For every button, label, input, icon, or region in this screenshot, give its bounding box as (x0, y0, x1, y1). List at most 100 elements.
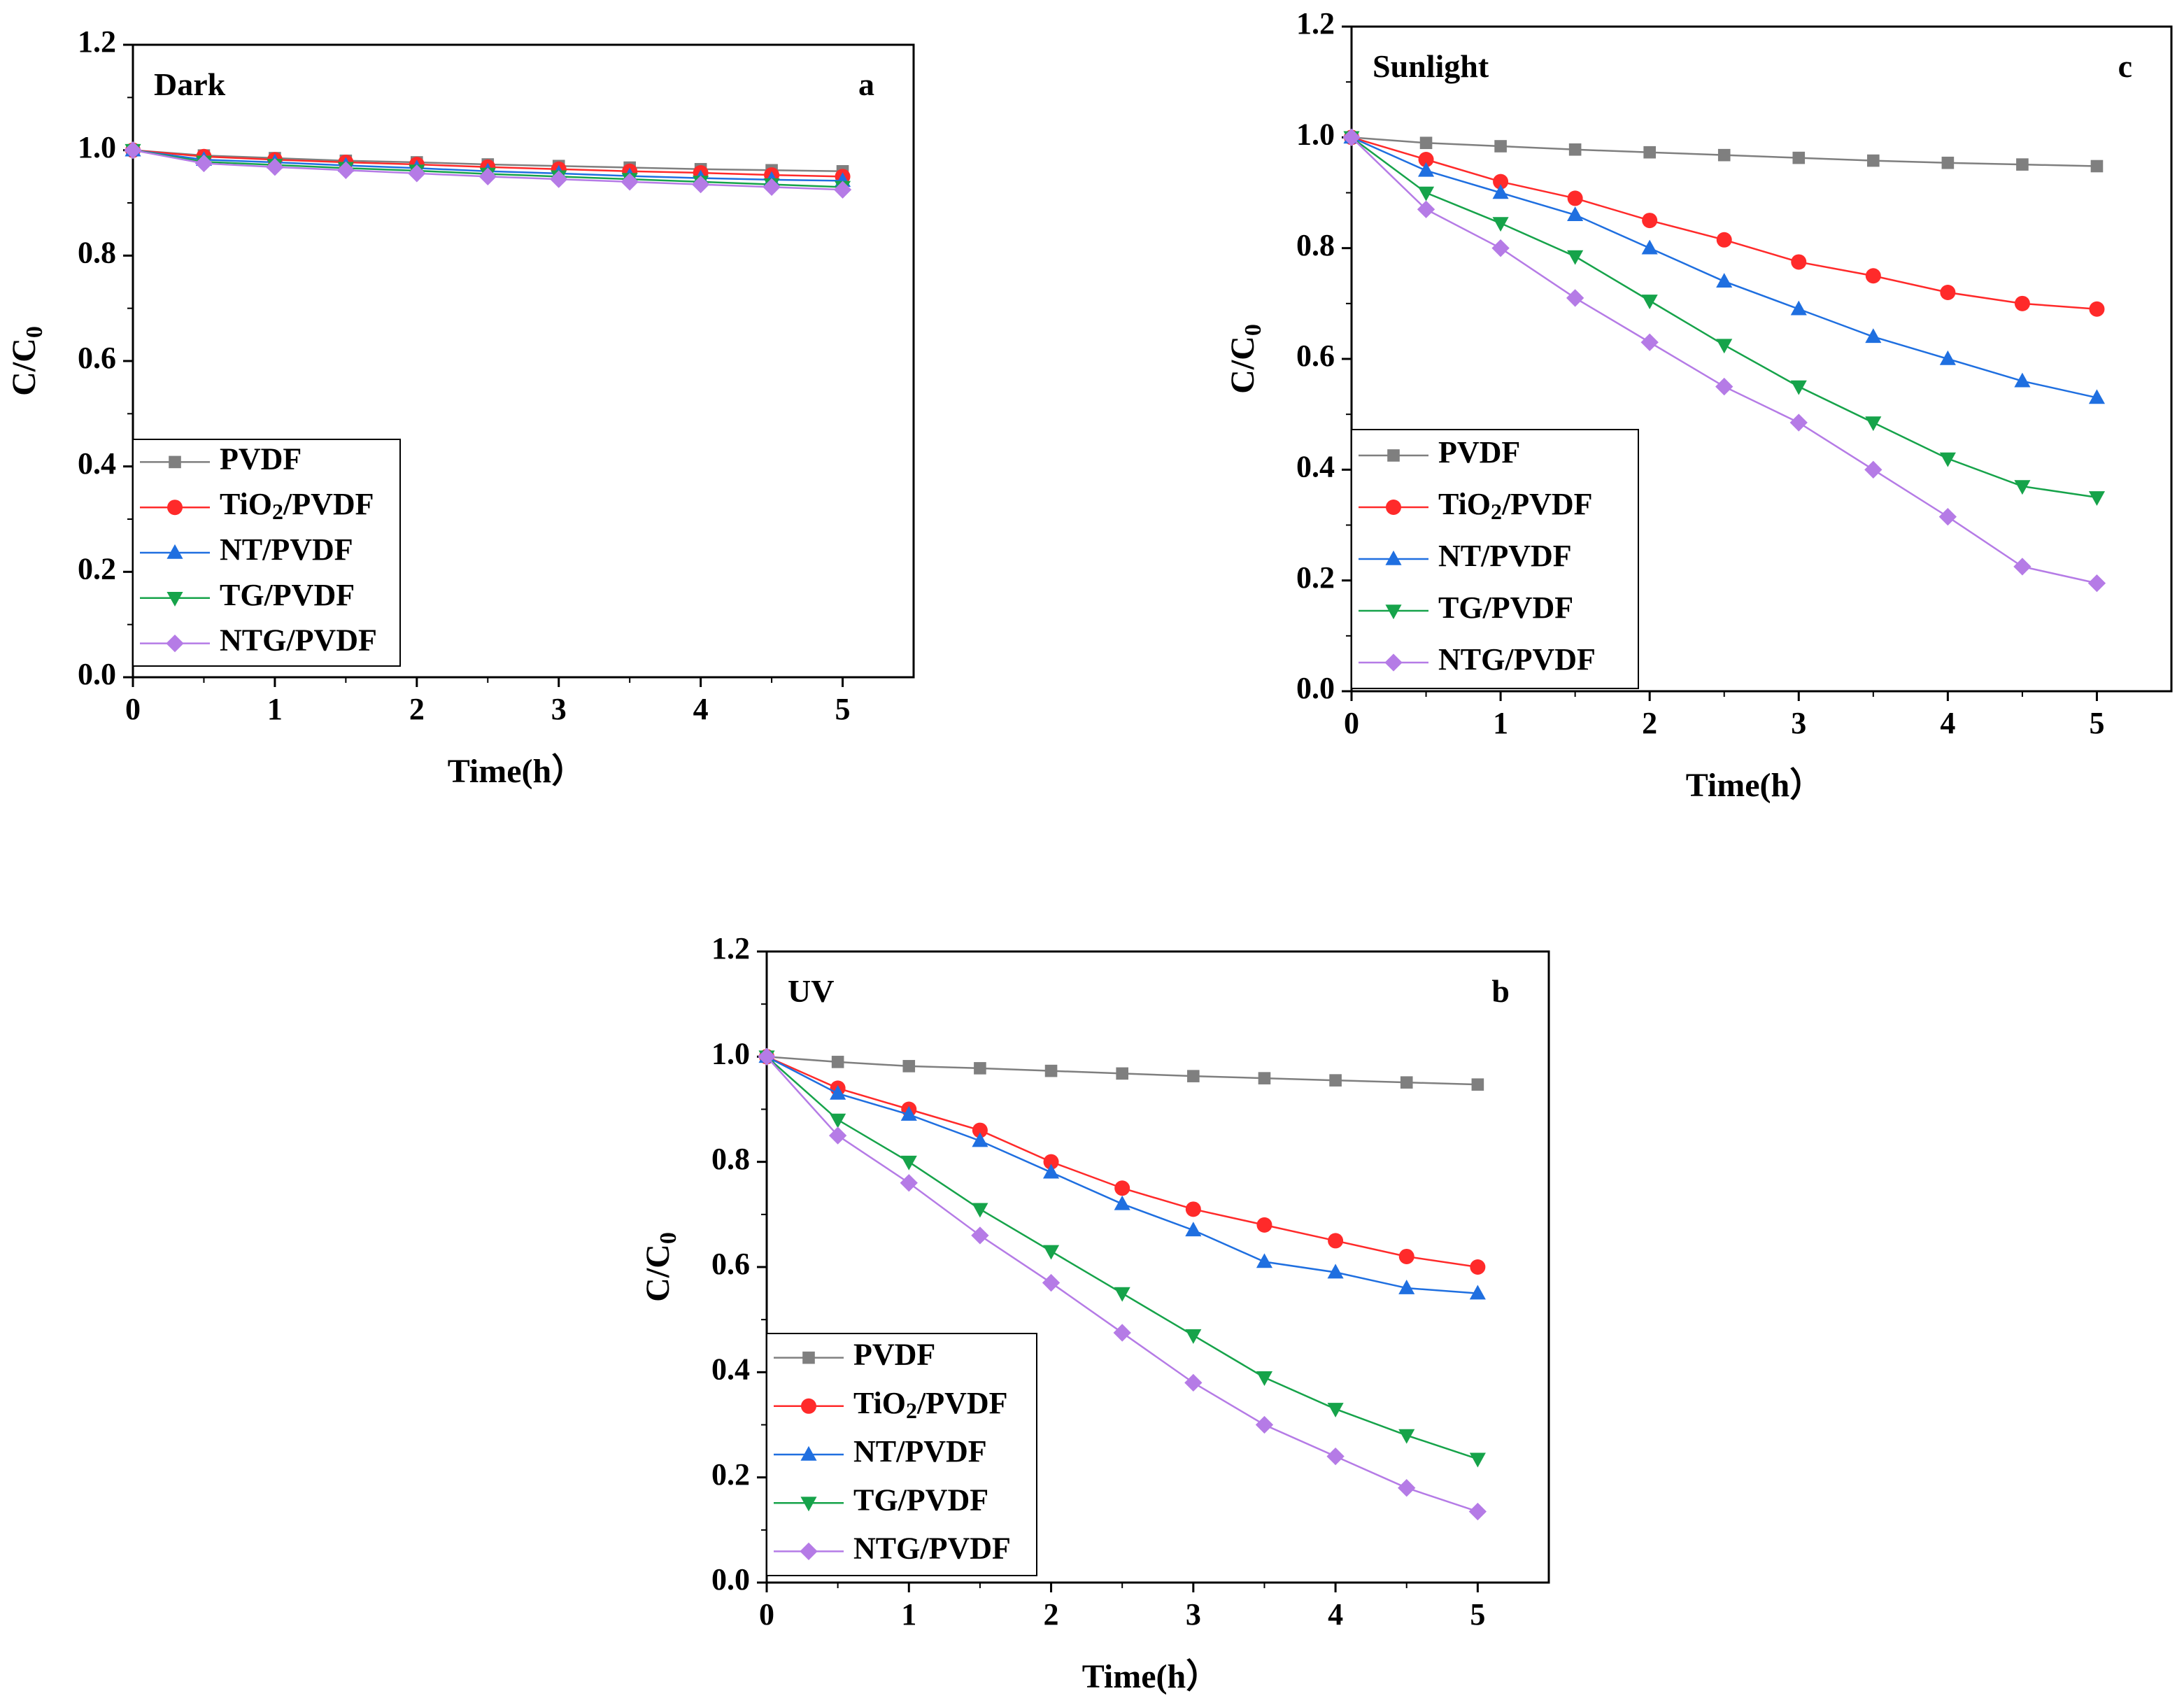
data-point (1641, 239, 1658, 255)
y-axis-title: C/C0 (639, 1232, 681, 1302)
legend-item-tio2-pvdf: TiO2/PVDF (140, 487, 374, 525)
data-point (478, 167, 497, 185)
data-point (1468, 1502, 1487, 1521)
data-point (1342, 128, 1361, 146)
y-tick-label: 0.6 (711, 1247, 750, 1281)
y-tick-label: 0.4 (1296, 449, 1335, 483)
y-tick-label: 0.8 (78, 235, 116, 269)
legend-label: PVDF (853, 1338, 935, 1372)
data-point (1185, 1222, 1202, 1237)
y-tick-label: 0.8 (1296, 228, 1335, 262)
data-point (1941, 156, 1955, 169)
data-point (1865, 328, 1882, 344)
series-ntg-pvdf (758, 1047, 1487, 1521)
legend-item-tg-pvdf: TG/PVDF (140, 578, 355, 612)
x-tick-label: 3 (551, 692, 567, 726)
legend-item-pvdf: PVDF (774, 1338, 935, 1372)
legend-item-ntg-pvdf: NTG/PVDF (1359, 642, 1596, 677)
data-point (1640, 333, 1659, 351)
data-point (830, 1084, 846, 1100)
data-point (1790, 300, 1807, 316)
data-point (194, 154, 213, 173)
data-point (2014, 295, 2030, 311)
legend-marker (169, 455, 181, 469)
y-tick-label: 0.6 (1296, 339, 1335, 373)
series-ntg-pvdf (1342, 128, 2106, 593)
series-nt-pvdf (758, 1048, 1486, 1300)
data-point (763, 178, 781, 197)
data-point (1865, 416, 1882, 432)
legend-marker (801, 1398, 816, 1414)
data-point (1865, 268, 1881, 284)
y-tick-label: 0.8 (711, 1142, 750, 1176)
data-point (1791, 254, 1807, 270)
y-tick-label: 1.2 (1296, 6, 1335, 41)
legend-marker (800, 1445, 817, 1461)
y-axis-title: C/C0 (6, 326, 48, 396)
data-point (621, 173, 639, 191)
panel-title: Sunlight (1373, 48, 1489, 84)
data-point (1567, 250, 1584, 265)
x-axis-title: Time(h） (1686, 767, 1823, 804)
data-point (1939, 350, 1956, 365)
y-axis-title: C/C0 (1224, 324, 1266, 394)
legend-label: PVDF (1438, 435, 1520, 469)
data-point (2087, 574, 2106, 593)
data-point (1469, 1285, 1486, 1300)
legend-marker (802, 1351, 815, 1364)
data-point (1792, 151, 1806, 164)
data-point (830, 1113, 846, 1129)
legend-label: NTG/PVDF (853, 1531, 1011, 1565)
data-point (1471, 1078, 1484, 1091)
data-point (2014, 372, 2031, 388)
data-point (831, 1056, 844, 1068)
y-tick-label: 0.2 (711, 1457, 750, 1492)
x-tick-label: 5 (1470, 1597, 1485, 1632)
data-point (2016, 158, 2029, 171)
data-point (1566, 289, 1584, 307)
data-point (408, 164, 426, 183)
data-point (2013, 558, 2031, 576)
legend-label: TG/PVDF (853, 1483, 988, 1517)
legend-marker (166, 592, 183, 607)
series-ntg-pvdf (124, 141, 852, 199)
data-point (1867, 154, 1880, 167)
panel-title: Dark (154, 66, 226, 102)
data-point (1717, 148, 1731, 162)
data-point (1042, 1245, 1060, 1260)
legend-item-pvdf: PVDF (1359, 435, 1520, 469)
y-tick-label: 1.0 (1296, 117, 1335, 151)
legend: PVDF TiO2/PVDF NT/PVDF TG/PVDF NTG/PVDF (132, 439, 401, 667)
data-point (900, 1105, 917, 1121)
series-line (1351, 136, 2097, 399)
data-point (550, 170, 568, 188)
data-point (1400, 1076, 1413, 1089)
x-tick-label: 1 (1493, 706, 1508, 740)
data-point (974, 1062, 986, 1075)
data-point (833, 181, 852, 199)
data-point (758, 1047, 776, 1066)
x-tick-label: 5 (2089, 706, 2104, 740)
panel-letter: a (858, 66, 874, 102)
data-point (1255, 1415, 1274, 1434)
y-tick-label: 1.0 (78, 130, 116, 164)
data-point (336, 161, 355, 179)
data-point (1642, 213, 1658, 229)
data-point (1329, 1074, 1342, 1087)
data-point (1938, 507, 1957, 526)
data-point (902, 1060, 916, 1073)
legend: PVDF TiO2/PVDF NT/PVDF TG/PVDF NTG/PVDF (766, 1333, 1037, 1576)
data-point (1417, 200, 1435, 218)
data-point (1492, 217, 1509, 232)
y-tick-label: 0.2 (1296, 560, 1335, 595)
data-point (1716, 232, 1732, 248)
data-point (1256, 1253, 1273, 1268)
legend-label: NTG/PVDF (220, 623, 377, 658)
x-tick-label: 4 (1940, 706, 1955, 740)
data-point (1492, 184, 1509, 199)
data-point (1043, 1154, 1059, 1170)
data-point (972, 1122, 988, 1138)
legend-marker (167, 500, 183, 516)
y-tick-label: 0.2 (78, 551, 116, 586)
data-point (1864, 460, 1882, 479)
